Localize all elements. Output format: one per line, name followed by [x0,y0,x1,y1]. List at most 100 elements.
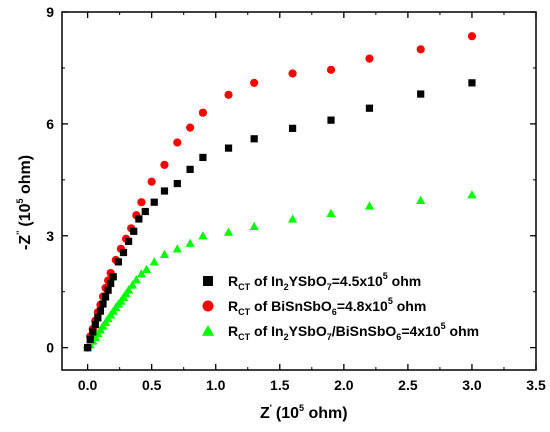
data-point [198,108,208,117]
data-point [186,165,194,173]
data-point [125,237,133,245]
legend-text-part: YSbO [289,273,327,289]
data-point [249,221,259,231]
series-square [84,79,476,352]
y-tick-label: 9 [46,4,54,20]
legend-text-part: =4.5x10 [332,273,383,289]
y-tick-label: 3 [46,228,54,244]
legend-text-part: of [250,323,271,339]
data-point [467,190,477,199]
legend-text-part: 6 [332,307,337,317]
legend-text-part: =4x10 [401,323,441,339]
legend-text-part: CT [238,332,250,342]
data-point [467,32,477,41]
data-point [224,144,233,152]
x-tick-labels: 0.0 0.5 1.0 1.5 2.0 2.5 3.0 3.5 [78,377,546,393]
data-point [416,195,426,205]
data-point [96,307,105,315]
legend-text-part: BiSnSbO [271,298,332,314]
legend-text-part: R [228,273,238,289]
legend-text-part: In [271,273,283,289]
data-point [365,104,374,112]
data-point [137,198,146,207]
legend-text-part: 5 [383,271,388,281]
legend-text-part: R [228,298,238,314]
data-point [160,187,169,195]
data-point [159,249,170,259]
data-point [186,123,195,132]
x-tick-label: 0.0 [78,377,98,393]
data-point [326,208,336,218]
data-point [141,264,152,273]
data-point [172,244,182,253]
data-point [198,231,208,240]
y-tick-labels: 0 3 6 9 [46,4,54,356]
x-axis-title: Z' (105 ohm) [260,403,348,422]
legend-text-part: YSbO [289,323,327,339]
data-point [223,227,234,236]
data-point [109,273,117,281]
legend-text-part: 7 [327,282,332,292]
plot-frame [61,11,537,371]
data-point [185,238,195,247]
legend-text-part: ohm [388,273,421,289]
data-point [160,160,169,169]
data-point [124,285,134,294]
data-point [365,54,374,63]
data-point [91,320,99,329]
data-series [83,32,477,352]
legend-entry: RCT of In2YSbO7=4.5x105 ohm [228,271,421,292]
x-tick-label: 1.5 [270,377,290,393]
legend-text-part: 5 [388,296,393,306]
data-point [173,138,182,147]
data-point [224,90,233,99]
x-tick-label: 0.5 [142,377,162,393]
data-point [326,65,336,74]
legend-text-part: 2 [284,332,289,342]
legend-text-part: 2 [284,282,289,292]
data-point [136,269,147,278]
legend-text-part: CT [238,282,250,292]
data-point [84,344,92,352]
data-point [416,45,425,54]
data-point [89,328,97,336]
legend-text-part: R [228,323,238,339]
legend-text-part: CT [238,307,250,317]
axis-ticks [62,11,537,370]
data-point [147,177,156,186]
data-point [101,293,110,301]
data-point [119,248,128,257]
data-point [131,275,141,284]
legend-entry: RCT of In2YSbO7/BiSnSbO6=4x105 ohm [228,321,479,342]
data-point [250,135,258,143]
y-tick-label: 0 [46,340,54,356]
data-point [364,201,375,210]
data-point [86,335,94,344]
data-point [150,198,158,206]
data-point [468,79,476,87]
legend-text-part: =4.8x10 [337,298,388,314]
legend-text-part: ohm [393,298,426,314]
x-tick-label: 3.0 [462,377,482,393]
data-point [288,69,297,78]
data-point [199,153,207,162]
data-point [141,207,149,216]
legend-text-part: 6 [396,332,401,342]
legend-text-part: of [250,273,271,289]
data-point [288,124,297,132]
legend-marker [202,300,214,312]
data-point [127,280,138,289]
data-point [107,279,115,288]
data-point [250,78,259,87]
data-point [135,215,143,223]
legend-text-part: ohm [446,323,479,339]
data-point [417,90,425,98]
x-tick-label: 3.5 [526,377,546,393]
data-point [94,314,102,322]
data-point [327,116,335,124]
x-tick-label: 2.0 [334,377,354,393]
legend-text-part: /BiSnSbO [332,323,397,339]
legend-text-part: In [271,323,283,339]
legend-marker [202,325,214,336]
